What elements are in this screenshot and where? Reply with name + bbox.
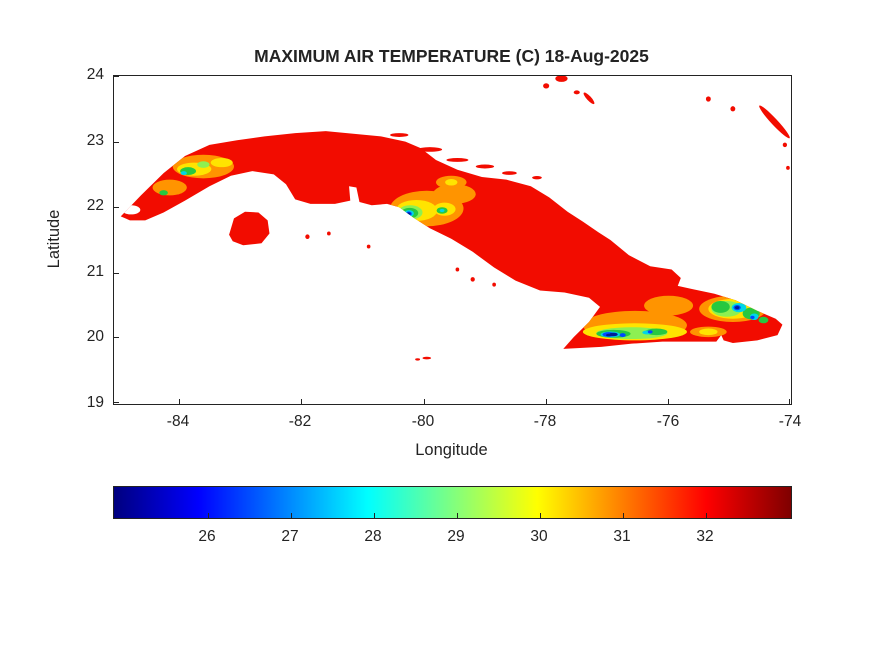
y-tick-mark [114, 337, 119, 338]
isla-de-la-juventud [229, 211, 270, 246]
y-tick-mark [114, 402, 119, 403]
x-tick-mark [301, 399, 302, 404]
x-tick-mark [424, 399, 425, 404]
no-data-bay [121, 205, 141, 215]
plot-area [113, 75, 792, 405]
y-axis-label: Latitude [45, 209, 63, 269]
x-tick-mark [546, 399, 547, 404]
y-tick-label: 21 [86, 263, 104, 280]
x-tick-label: -84 [166, 413, 190, 430]
x-tick-label: -78 [533, 413, 557, 430]
neighboring-islands [543, 76, 790, 170]
y-tick-label: 24 [86, 66, 104, 83]
y-tick-label: 22 [86, 197, 104, 214]
colorbar-tick-label: 27 [281, 528, 299, 545]
cayman-islets [415, 356, 432, 361]
colorbar-tick-label: 28 [364, 528, 382, 545]
colorbar-tick-label: 31 [613, 528, 631, 545]
y-tick-mark [114, 273, 119, 274]
x-axis-label: Longitude [415, 441, 488, 459]
cuba-temperature-map [120, 76, 790, 361]
x-tick-label: -80 [411, 413, 435, 430]
y-tick-mark [114, 142, 119, 143]
y-tick-mark [114, 76, 119, 77]
patches-orange [152, 154, 767, 340]
x-tick-mark [789, 399, 790, 404]
colorbar-tick-mark [291, 513, 292, 518]
colorbar-tick-mark [706, 513, 707, 518]
northern-cays [390, 133, 542, 180]
y-tick-label: 19 [86, 394, 104, 411]
colorbar-tick-mark [457, 513, 458, 518]
colorbar [113, 486, 792, 519]
colorbar-tick-mark [208, 513, 209, 518]
colorbar-tick-mark [540, 513, 541, 518]
temperature-overlays [152, 154, 769, 341]
colorbar-tick-label: 30 [530, 528, 548, 545]
southern-cays [305, 231, 496, 287]
x-tick-mark [668, 399, 669, 404]
x-tick-label: -82 [288, 413, 312, 430]
colorbar-tick-label: 29 [447, 528, 465, 545]
colorbar-tick-mark [374, 513, 375, 518]
y-tick-label: 23 [86, 132, 104, 149]
colorbar-tick-mark [623, 513, 624, 518]
x-tick-label: -74 [778, 413, 802, 430]
colorbar-tick-label: 26 [198, 528, 216, 545]
x-tick-label: -76 [656, 413, 680, 430]
y-tick-mark [114, 207, 119, 208]
chart-title: MAXIMUM AIR TEMPERATURE (C) 18-Aug-2025 [254, 46, 649, 66]
x-tick-mark [179, 399, 180, 404]
patches-navy [407, 212, 740, 337]
colorbar-tick-label: 32 [696, 528, 714, 545]
y-tick-label: 20 [86, 328, 104, 345]
